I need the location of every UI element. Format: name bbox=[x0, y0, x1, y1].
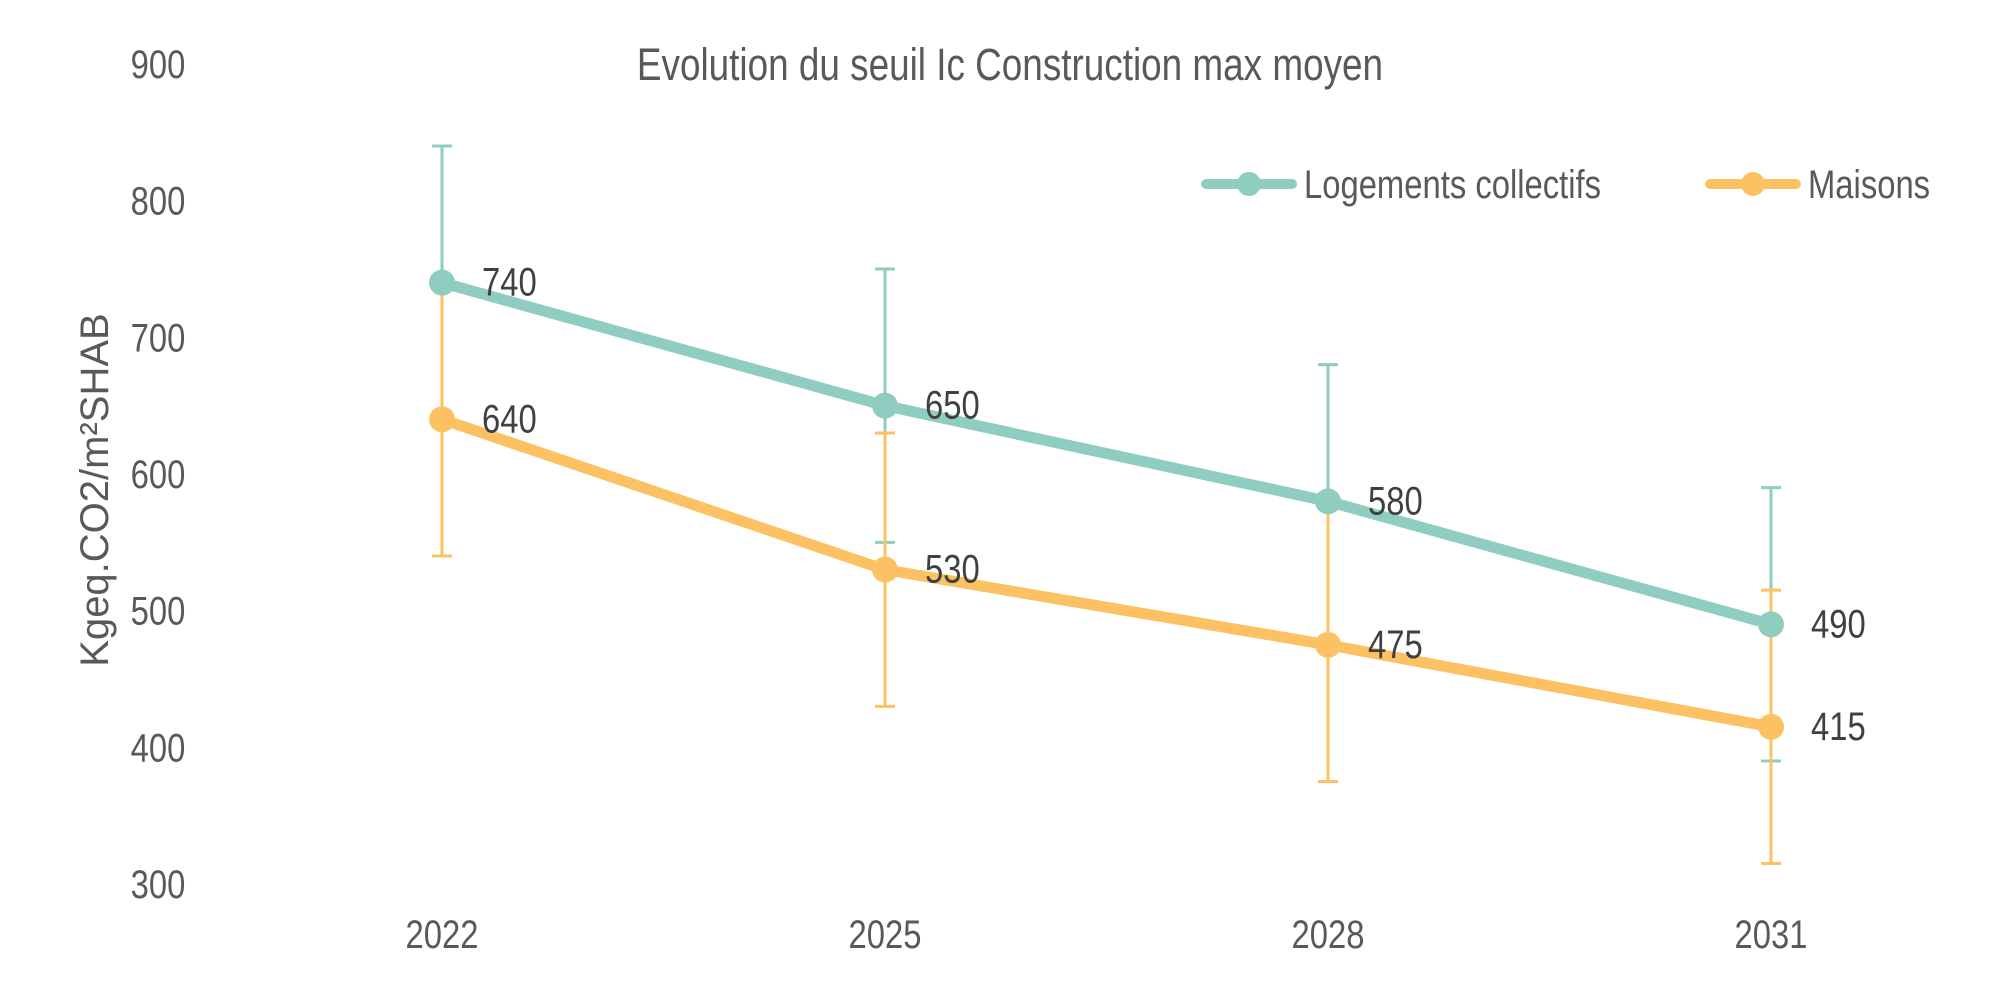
data-labels: 740 650 580 490 640 530 475 415 bbox=[482, 260, 1866, 749]
series-line-0 bbox=[436, 277, 1777, 630]
y-tick-label: 600 bbox=[131, 452, 186, 497]
data-point bbox=[872, 556, 898, 583]
legend-entry: Maisons bbox=[1705, 162, 1930, 207]
legend: Logements collectifs Maisons bbox=[1201, 162, 1930, 207]
series-line-1 bbox=[436, 413, 1777, 733]
y-axis-ticks: 300 400 500 600 700 800 900 bbox=[131, 42, 186, 907]
y-tick-label: 700 bbox=[131, 315, 186, 360]
data-label: 640 bbox=[482, 396, 537, 441]
data-label: 650 bbox=[925, 383, 980, 428]
data-point bbox=[1315, 488, 1341, 515]
data-label: 580 bbox=[1368, 478, 1423, 523]
y-axis-label: Kgeq.CO2/m²SHAB bbox=[73, 313, 117, 666]
legend-entry: Logements collectifs bbox=[1201, 162, 1601, 207]
plot-area: 740 650 580 490 640 530 475 415 bbox=[429, 144, 1866, 865]
error-bars bbox=[432, 144, 1781, 865]
data-point bbox=[872, 392, 898, 419]
data-label: 490 bbox=[1811, 601, 1866, 646]
y-tick-label: 300 bbox=[131, 862, 186, 907]
legend-marker bbox=[1237, 172, 1261, 196]
chart-title: Evolution du seuil Ic Construction max m… bbox=[637, 40, 1383, 90]
y-tick-label: 800 bbox=[131, 179, 186, 224]
legend-marker bbox=[1741, 172, 1765, 196]
data-label: 740 bbox=[482, 260, 537, 305]
data-point bbox=[1315, 631, 1341, 658]
y-tick-label: 500 bbox=[131, 589, 186, 634]
data-point bbox=[429, 406, 455, 433]
series-lines bbox=[436, 277, 1777, 733]
data-point bbox=[429, 269, 455, 296]
legend-label: Logements collectifs bbox=[1304, 162, 1601, 207]
x-tick-label: 2031 bbox=[1735, 912, 1808, 957]
data-point bbox=[1758, 611, 1784, 638]
data-label: 530 bbox=[925, 547, 980, 592]
x-tick-label: 2022 bbox=[406, 912, 479, 957]
data-label: 415 bbox=[1811, 704, 1866, 749]
x-tick-label: 2028 bbox=[1292, 912, 1365, 957]
x-tick-label: 2025 bbox=[849, 912, 922, 957]
y-tick-label: 900 bbox=[131, 42, 186, 87]
data-label: 475 bbox=[1368, 622, 1423, 667]
y-tick-label: 400 bbox=[131, 725, 186, 770]
x-axis-ticks: 2022 2025 2028 2031 bbox=[406, 912, 1808, 957]
data-point bbox=[1758, 713, 1784, 740]
data-points bbox=[429, 269, 1784, 740]
legend-label: Maisons bbox=[1808, 162, 1930, 207]
